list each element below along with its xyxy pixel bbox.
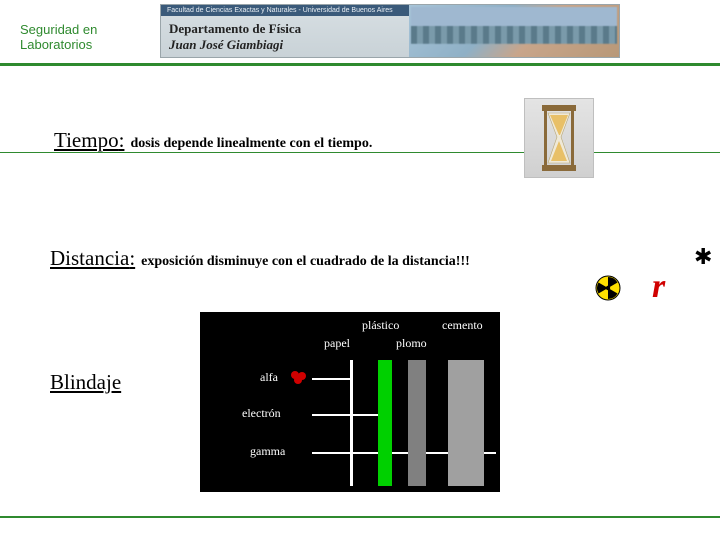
label-gamma: gamma [250,444,285,459]
label-plastico: plástico [362,318,399,333]
site-title-line2: Laboratorios [20,37,92,52]
label-papel: papel [324,336,350,351]
banner-photo [409,5,619,57]
label-alfa: alfa [260,370,278,385]
label-cemento: cemento [442,318,483,333]
alfa-particle-icon [290,370,308,384]
footer-underline [0,516,720,518]
shielding-diagram: plástico cemento papel plomo alfa electr… [200,312,500,492]
r-variable: r [652,268,665,306]
desc-tiempo: dosis depende linealmente con el tiempo. [130,136,372,152]
label-plomo: plomo [396,336,427,351]
asterisk-icon: ✱ [694,244,712,270]
tiempo-underline [0,152,720,153]
desc-distancia: exposición disminuye con el cuadrado de … [141,254,470,270]
label-electron: electrón [242,406,281,421]
heading-distancia: Distancia [50,246,135,271]
barrier-cemento [448,360,484,486]
building-icon [411,7,617,55]
heading-tiempo: Tiempo [54,128,124,153]
track-electron [312,414,378,416]
section-tiempo: Tiempo dosis depende linealmente con el … [54,128,372,153]
site-title: Seguridad en Laboratorios [20,22,97,52]
track-alfa [312,378,350,380]
banner-topbar: Facultad de Ciencias Exactas y Naturales… [161,5,409,16]
section-blindaje: Blindaje [50,370,121,395]
barrier-papel [350,360,353,486]
banner-text: Facultad de Ciencias Exactas y Naturales… [161,5,409,57]
banner-person: Juan José Giambiagi [169,37,401,53]
hourglass-icon [524,98,594,178]
header-underline [0,63,720,66]
header: Seguridad en Laboratorios Facultad de Ci… [0,0,720,66]
barrier-plastico [378,360,392,486]
barrier-plomo [408,360,426,486]
radiation-icon [595,275,621,301]
site-title-line1: Seguridad en [20,22,97,37]
department-banner: Facultad de Ciencias Exactas y Naturales… [160,4,620,58]
heading-blindaje: Blindaje [50,370,121,395]
banner-department: Departamento de Física [169,21,401,37]
section-distancia: Distancia exposición disminuye con el cu… [50,246,470,271]
